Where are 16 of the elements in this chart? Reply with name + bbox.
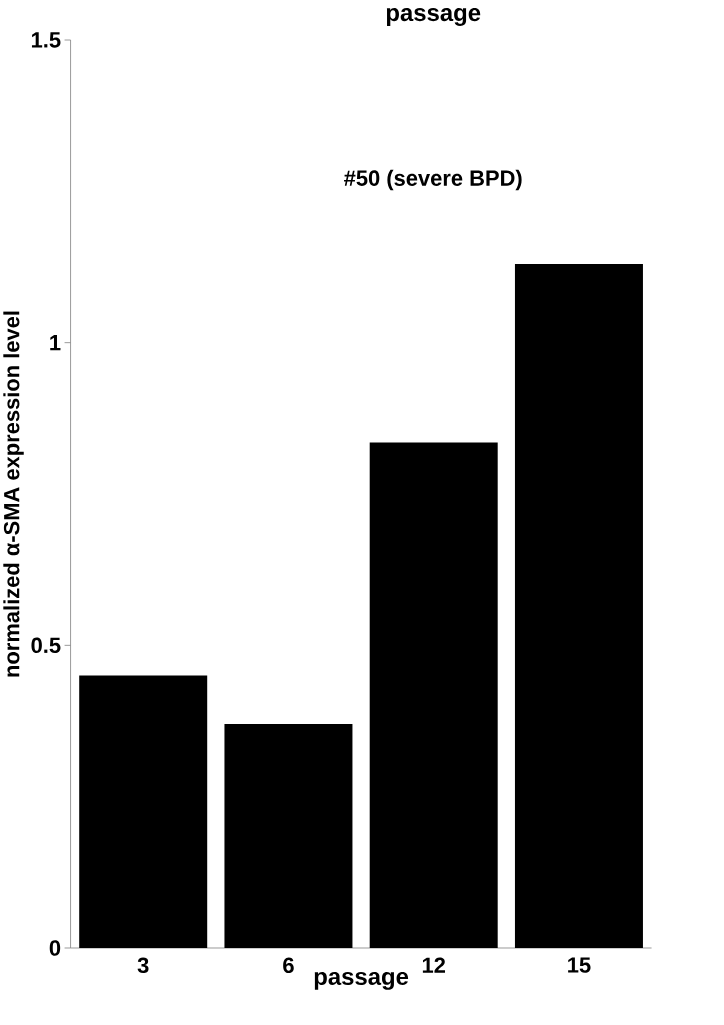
y-axis-title: normalized α-SMA expression level: [3, 311, 24, 677]
y-tick-label: 1.5: [31, 32, 61, 48]
x-tick-label: 3: [137, 957, 149, 974]
chart-title: passage: [386, 8, 481, 26]
x-tick-label: 6: [283, 957, 294, 974]
y-tick-label: 0: [49, 940, 61, 956]
x-axis-title: passage: [314, 971, 409, 990]
x-tick-label: 12: [422, 957, 445, 973]
bar: [79, 675, 208, 948]
y-tick-label: 0.5: [31, 637, 61, 654]
bar: [224, 724, 353, 948]
x-tick-label: 15: [568, 957, 591, 973]
bar: [514, 263, 643, 948]
bar: [369, 442, 498, 948]
annotation: #50 (severe BPD): [343, 169, 522, 191]
y-tick-label: 1: [50, 335, 61, 351]
